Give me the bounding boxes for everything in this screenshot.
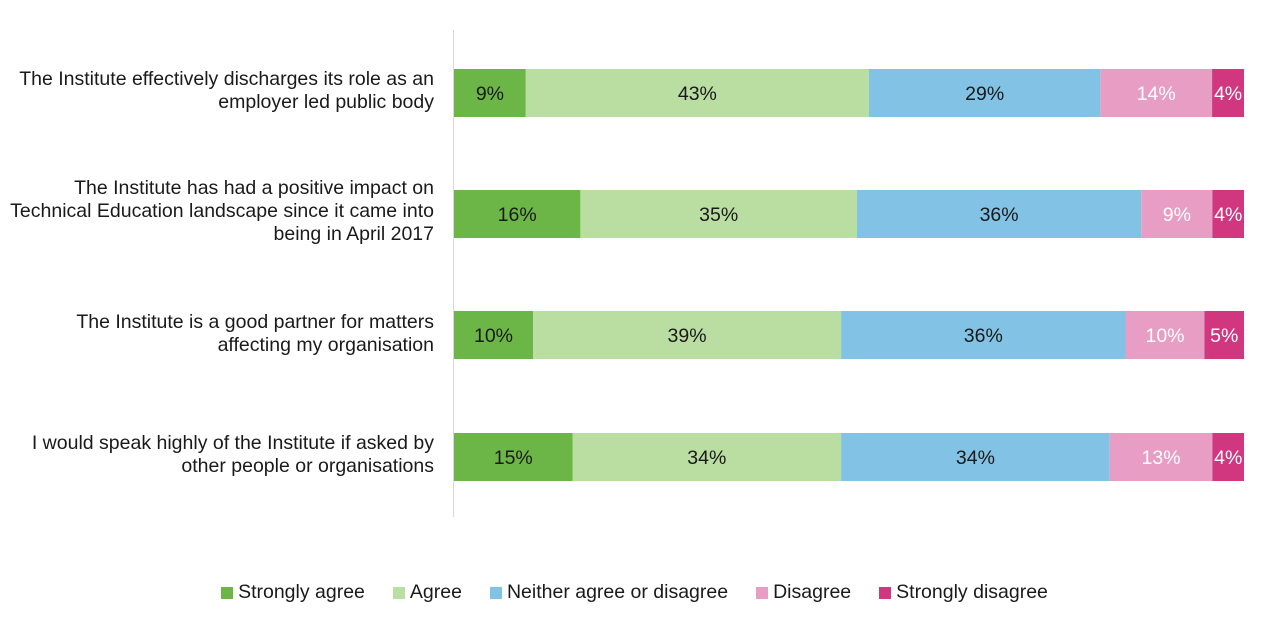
bar-data-label: 36% <box>980 204 1019 226</box>
bars-layer: 9% 43% 29% 14% 4% 16% 35% 36% 9% 4% 10% 39% 36% 10% 5%… <box>454 69 1244 481</box>
bar-segment <box>868 69 1101 117</box>
bar-data-label: 13% <box>1142 447 1181 469</box>
category-label: The Institute is a good partner for matt… <box>76 311 434 356</box>
bar-segment <box>525 69 869 117</box>
bar-data-label: 4% <box>1214 447 1242 469</box>
bar-data-label: 9% <box>476 83 504 105</box>
bar-data-label: 29% <box>965 83 1004 105</box>
bar-data-label: 5% <box>1210 325 1238 347</box>
bar-segment <box>580 190 857 238</box>
legend-label: Strongly agree <box>238 581 365 603</box>
category-label: I would speak highly of the Institute if… <box>31 432 434 477</box>
legend-label: Agree <box>409 581 462 603</box>
category-label: The Institute has had a positive impact … <box>10 177 434 245</box>
bar-data-label: 35% <box>699 204 738 226</box>
bar-segment <box>841 433 1110 481</box>
legend-item: Agree <box>392 581 462 604</box>
legend-item: Strongly disagree <box>879 581 1048 604</box>
bar-data-label: 9% <box>1163 204 1191 226</box>
legend-swatch <box>489 586 502 599</box>
bar-data-label: 34% <box>687 447 726 469</box>
bar-data-label: 43% <box>678 83 717 105</box>
bar-segment <box>572 433 842 481</box>
legend-swatch <box>221 586 234 599</box>
bar-segment <box>856 190 1142 238</box>
bar-segment <box>533 311 842 359</box>
category-label: The Institute effectively discharges its… <box>19 68 434 113</box>
legend: Strongly agree Agree Neither agree or di… <box>0 581 1269 604</box>
bar-segment <box>1100 69 1213 117</box>
bar-data-label: 39% <box>668 325 707 347</box>
bar-segment <box>454 190 581 238</box>
bar-data-label: 14% <box>1137 83 1176 105</box>
legend-label: Strongly disagree <box>896 581 1048 603</box>
bar-segment <box>1141 190 1213 238</box>
bar-data-label: 15% <box>494 447 533 469</box>
bar-data-label: 10% <box>1145 325 1184 347</box>
bar-segment <box>1204 311 1244 359</box>
bar-data-label: 4% <box>1214 204 1242 226</box>
legend-item: Strongly agree <box>221 581 365 604</box>
bar-data-label: 34% <box>956 447 995 469</box>
legend-item: Neither agree or disagree <box>489 581 729 604</box>
legend-label: Neither agree or disagree <box>506 581 729 603</box>
legend-swatch <box>756 586 769 599</box>
legend-swatch <box>879 586 892 599</box>
bar-segment <box>1212 69 1244 117</box>
bar-segment <box>1109 433 1213 481</box>
bar-segment <box>454 69 526 117</box>
bar-data-label: 10% <box>474 325 513 347</box>
bar-segment <box>454 311 533 359</box>
bar-segment <box>1212 433 1244 481</box>
bar-data-label: 4% <box>1214 83 1242 105</box>
legend-item: Disagree <box>756 581 851 604</box>
legend-swatch <box>392 586 405 599</box>
bar-data-label: 16% <box>498 204 537 226</box>
bar-segment <box>841 311 1126 359</box>
bar-segment <box>1125 311 1205 359</box>
bar-segment <box>1212 190 1244 238</box>
legend-label: Disagree <box>773 581 852 603</box>
bar-data-label: 36% <box>964 325 1003 347</box>
bar-segment <box>454 433 573 481</box>
